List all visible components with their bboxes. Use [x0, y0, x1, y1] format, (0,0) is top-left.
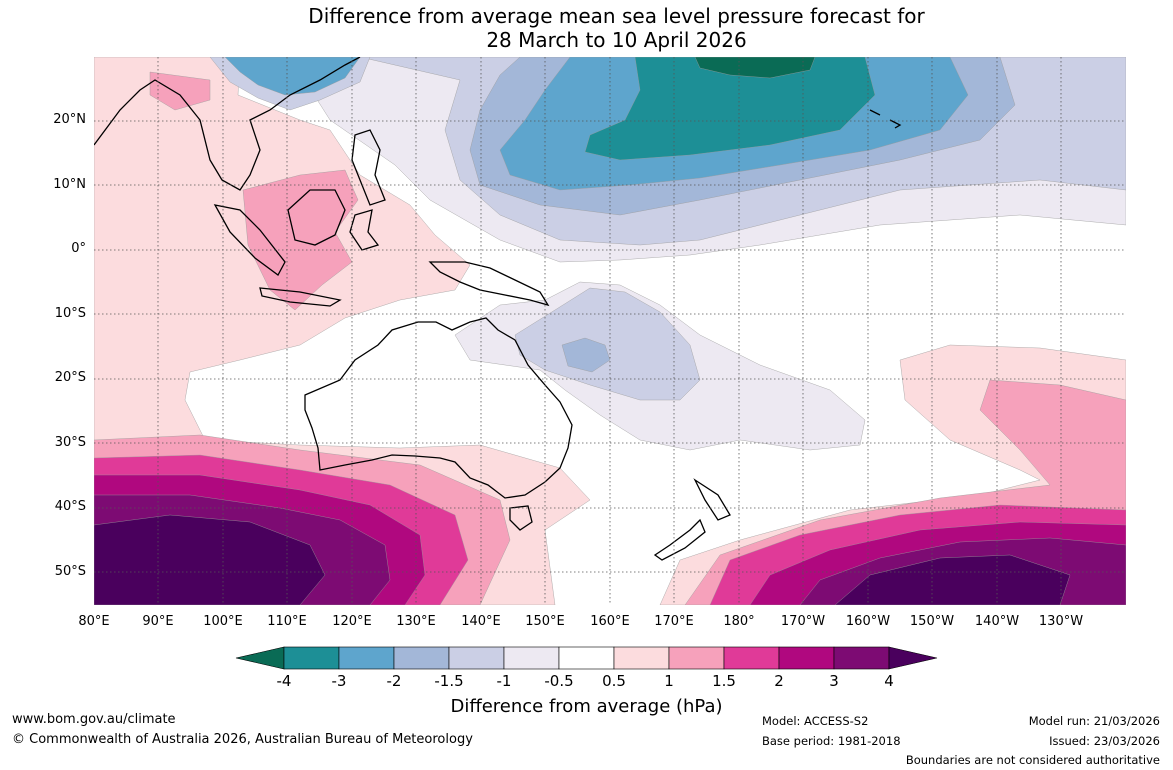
- anomaly-band--4-north: [694, 57, 816, 79]
- lon-label-80e: 80°E: [78, 614, 110, 629]
- tasmania-coastline: [509, 505, 533, 531]
- lat-label-40s: 40°S: [54, 499, 86, 514]
- lon-label-120e: 120°E: [332, 614, 372, 629]
- lon-label-90e: 90°E: [142, 614, 174, 629]
- colorbar-under-triangle: [235, 646, 285, 670]
- colorbar-bin-1: [283, 646, 340, 670]
- colorbar-title: Difference from average (hPa): [450, 696, 723, 717]
- colorbar-tick: 1.5: [712, 672, 736, 690]
- colorbar-bin-6: [558, 646, 615, 670]
- lon-label-170w: 170°W: [780, 614, 826, 629]
- lon-label-150e: 150°E: [525, 614, 565, 629]
- lat-label-0: 0°: [71, 241, 86, 256]
- anomaly-band-4-southeast: [834, 554, 1071, 605]
- colorbar-tick: -3: [331, 672, 347, 690]
- colorbar-tick: -4: [276, 672, 292, 690]
- new-zealand-south-coastline: [653, 518, 706, 561]
- colorbar-tick: -2: [386, 672, 402, 690]
- lon-label-130w: 130°W: [1038, 614, 1084, 629]
- anomaly-band--1.5-coral: [561, 337, 611, 373]
- hawaii-islands: [869, 109, 902, 129]
- lon-label-140w: 140°W: [974, 614, 1020, 629]
- lon-label-160w: 160°W: [845, 614, 891, 629]
- colorbar-tick: 2: [774, 672, 784, 690]
- sumatra-coastline: [213, 204, 286, 276]
- lon-label-140e: 140°E: [461, 614, 501, 629]
- anomaly-band-1-indochina: [149, 71, 211, 111]
- colorbar-bin-8: [668, 646, 725, 670]
- new-zealand-north-coastline: [693, 478, 731, 521]
- colorbar: [235, 646, 938, 670]
- lat-label-10n: 10°N: [53, 177, 86, 192]
- footer-disclaimer: Boundaries are not considered authoritat…: [905, 753, 1160, 767]
- colorbar-tick: -0.5: [544, 672, 574, 690]
- anomaly-band--2-asia: [224, 57, 361, 96]
- lon-label-130e: 130°E: [396, 614, 436, 629]
- footer-issued: Issued: 23/03/2026: [1049, 734, 1160, 748]
- colorbar-tick: 3: [829, 672, 839, 690]
- colorbar-tick: -1.5: [434, 672, 464, 690]
- colorbar-tick: 4: [884, 672, 894, 690]
- java-coastline: [259, 287, 342, 307]
- footer-model: Model: ACCESS-S2: [762, 714, 869, 728]
- anomaly-band--3-north: [584, 57, 876, 161]
- anomaly-band-4-southwest: [94, 514, 326, 605]
- new-guinea-coastline: [428, 261, 550, 307]
- footer-url[interactable]: www.bom.gov.au/climate: [12, 712, 176, 727]
- colorbar-bin-7: [613, 646, 670, 670]
- title-line-1: Difference from average mean sea level p…: [308, 4, 925, 28]
- coastlines: [94, 57, 902, 561]
- colorbar-bin-5: [503, 646, 560, 670]
- colorbar-tick: -1: [496, 672, 512, 690]
- lat-label-50s: 50°S: [54, 564, 86, 579]
- graticule: [94, 57, 1126, 605]
- anomaly-field: [94, 57, 1126, 605]
- footer-base-period: Base period: 1981-2018: [762, 734, 901, 748]
- lat-label-20s: 20°S: [54, 370, 86, 385]
- asia-coastline: [94, 57, 361, 191]
- borneo-coastline: [287, 189, 346, 246]
- colorbar-bin-3: [393, 646, 450, 670]
- colorbar-over-triangle: [888, 646, 938, 670]
- lon-label-150w: 150°W: [909, 614, 955, 629]
- australia-coastline: [304, 317, 573, 499]
- colorbar-bin-4: [448, 646, 505, 670]
- colorbar-bin-2: [338, 646, 395, 670]
- footer-copyright: © Commonwealth of Australia 2026, Austra…: [12, 732, 473, 747]
- lat-label-30s: 30°S: [54, 435, 86, 450]
- lat-label-20n: 20°N: [53, 112, 86, 127]
- lon-label-110e: 110°E: [267, 614, 307, 629]
- footer-model-run: Model run: 21/03/2026: [1028, 714, 1160, 728]
- colorbar-bin-9: [723, 646, 780, 670]
- lon-label-100e: 100°E: [203, 614, 243, 629]
- title-line-2: 28 March to 10 April 2026: [486, 28, 747, 52]
- sulawesi-coastline: [349, 209, 380, 251]
- colorbar-tick: 1: [664, 672, 674, 690]
- colorbar-bin-10: [778, 646, 835, 670]
- lon-label-170e: 170°E: [654, 614, 694, 629]
- lon-label-180: 180°: [723, 614, 755, 629]
- lat-label-10s: 10°S: [54, 306, 86, 321]
- philippines-coastline: [351, 129, 386, 206]
- colorbar-bin-11: [833, 646, 890, 670]
- chart-title: Difference from average mean sea level p…: [0, 4, 1173, 52]
- colorbar-tick: 0.5: [602, 672, 626, 690]
- lon-label-160e: 160°E: [590, 614, 630, 629]
